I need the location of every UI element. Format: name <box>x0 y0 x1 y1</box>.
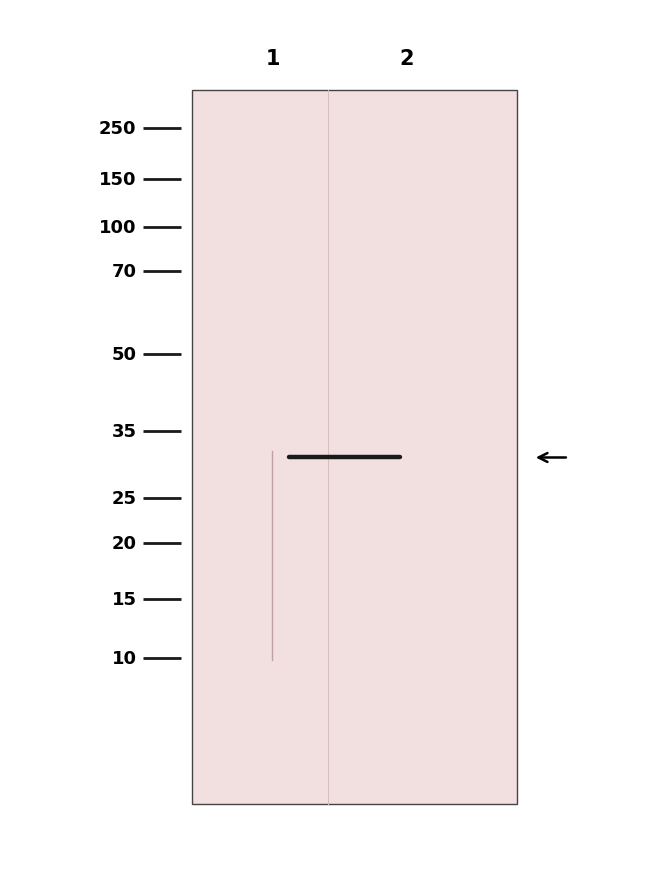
Text: 15: 15 <box>112 591 136 608</box>
Bar <box>192 91 517 804</box>
Text: 10: 10 <box>112 650 136 667</box>
Text: 100: 100 <box>99 219 136 236</box>
Text: 25: 25 <box>112 489 136 507</box>
Text: 1: 1 <box>266 50 280 69</box>
Text: 250: 250 <box>99 120 136 137</box>
Text: 50: 50 <box>112 346 136 363</box>
Text: 70: 70 <box>112 263 136 281</box>
Text: 2: 2 <box>399 50 413 69</box>
Text: 20: 20 <box>112 534 136 552</box>
Text: 150: 150 <box>99 171 136 189</box>
Text: 35: 35 <box>112 423 136 441</box>
